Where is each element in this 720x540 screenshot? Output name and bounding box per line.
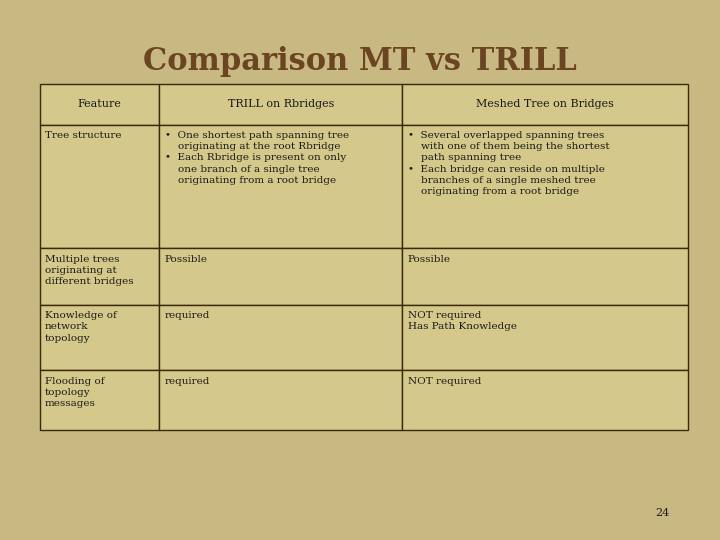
Text: •  One shortest path spanning tree
    originating at the root Rbridge
•  Each R: • One shortest path spanning tree origin… xyxy=(164,131,348,185)
Text: •  Several overlapped spanning trees
    with one of them being the shortest
   : • Several overlapped spanning trees with… xyxy=(408,131,609,195)
Text: Feature: Feature xyxy=(78,99,122,109)
Text: Meshed Tree on Bridges: Meshed Tree on Bridges xyxy=(476,99,614,109)
Text: 24: 24 xyxy=(655,508,670,518)
Text: Possible: Possible xyxy=(408,255,451,264)
Text: required: required xyxy=(164,377,210,386)
Text: Flooding of
topology
messages: Flooding of topology messages xyxy=(45,377,104,408)
Text: required: required xyxy=(164,312,210,320)
Text: Knowledge of
network
topology: Knowledge of network topology xyxy=(45,312,117,342)
Text: Tree structure: Tree structure xyxy=(45,131,121,140)
Text: Comparison MT vs TRILL: Comparison MT vs TRILL xyxy=(143,46,577,77)
Text: NOT required
Has Path Knowledge: NOT required Has Path Knowledge xyxy=(408,312,516,332)
Text: Multiple trees
originating at
different bridges: Multiple trees originating at different … xyxy=(45,255,133,286)
Text: NOT required: NOT required xyxy=(408,377,481,386)
Text: Possible: Possible xyxy=(164,255,207,264)
Text: TRILL on Rbridges: TRILL on Rbridges xyxy=(228,99,334,109)
